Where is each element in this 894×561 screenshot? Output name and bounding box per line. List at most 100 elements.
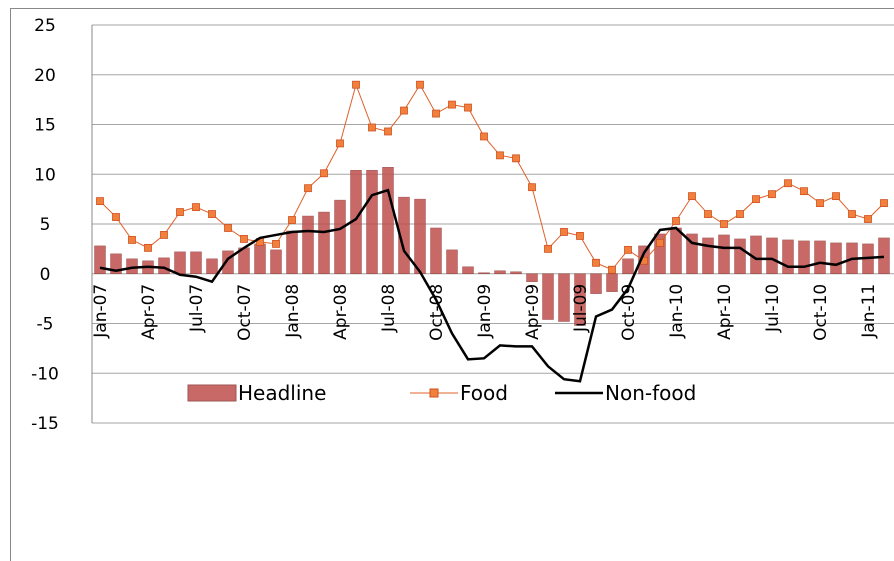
marker bbox=[880, 199, 888, 208]
marker bbox=[336, 139, 344, 148]
x-tick-label: Jan-11 bbox=[859, 284, 879, 339]
marker bbox=[304, 184, 312, 193]
bar bbox=[446, 249, 458, 274]
marker bbox=[352, 80, 360, 89]
bar bbox=[366, 170, 378, 275]
marker bbox=[144, 243, 152, 252]
legend-label: Non-food bbox=[605, 381, 696, 405]
marker bbox=[240, 235, 248, 243]
bar bbox=[654, 233, 666, 274]
bar bbox=[766, 237, 778, 274]
bar bbox=[382, 167, 394, 274]
marker bbox=[592, 258, 600, 267]
marker bbox=[736, 210, 744, 218]
marker bbox=[848, 210, 856, 218]
marker bbox=[192, 203, 200, 211]
marker bbox=[784, 179, 792, 188]
marker bbox=[864, 215, 872, 223]
marker bbox=[384, 127, 392, 136]
marker bbox=[480, 132, 488, 141]
marker bbox=[288, 216, 296, 224]
bar bbox=[622, 258, 634, 275]
bar bbox=[286, 230, 298, 274]
bar bbox=[526, 273, 538, 282]
bar bbox=[494, 270, 506, 275]
legend-swatch bbox=[187, 384, 237, 402]
marker bbox=[528, 183, 536, 192]
x-tick-label: Apr-09 bbox=[523, 284, 543, 340]
x-tick-label: Oct-07 bbox=[235, 284, 255, 341]
marker bbox=[608, 265, 616, 274]
line bbox=[99, 188, 885, 383]
bar bbox=[462, 266, 474, 275]
bar bbox=[814, 240, 826, 274]
bar bbox=[734, 238, 746, 275]
x-tick-label: Jul-08 bbox=[379, 284, 399, 333]
bar bbox=[590, 273, 602, 294]
marker bbox=[368, 123, 376, 132]
bar bbox=[302, 215, 314, 274]
x-tick-label: Jan-09 bbox=[475, 284, 495, 339]
bar bbox=[190, 251, 202, 274]
x-tick-label: Jan-10 bbox=[667, 284, 687, 339]
marker bbox=[576, 232, 584, 240]
legend-label: Food bbox=[460, 381, 508, 405]
bar bbox=[686, 233, 698, 274]
chart-frame bbox=[10, 8, 894, 561]
bar bbox=[558, 273, 570, 322]
y-tick-label: 0 bbox=[40, 265, 51, 285]
bar bbox=[782, 239, 794, 274]
bar bbox=[718, 234, 730, 275]
bar bbox=[206, 258, 218, 275]
marker bbox=[672, 217, 680, 225]
x-tick-label: Jul-10 bbox=[763, 284, 783, 333]
marker bbox=[96, 197, 104, 206]
marker bbox=[432, 109, 440, 118]
marker bbox=[752, 195, 760, 204]
marker bbox=[688, 192, 696, 201]
bar bbox=[798, 240, 810, 274]
marker bbox=[832, 192, 840, 201]
bar bbox=[414, 198, 426, 274]
marker bbox=[816, 199, 824, 208]
marker bbox=[208, 210, 216, 218]
bar bbox=[94, 245, 106, 274]
marker bbox=[544, 244, 552, 253]
marker bbox=[656, 239, 664, 247]
bar bbox=[574, 273, 586, 326]
marker bbox=[768, 190, 776, 199]
x-tick-label: Oct-10 bbox=[811, 284, 831, 341]
y-tick-label: 15 bbox=[34, 116, 56, 136]
marker bbox=[224, 224, 232, 232]
y-tick-label: 25 bbox=[34, 16, 56, 36]
x-tick-label: Jan-08 bbox=[283, 284, 303, 339]
marker bbox=[176, 208, 184, 216]
x-tick-label: Apr-08 bbox=[331, 284, 351, 340]
marker bbox=[448, 100, 456, 109]
marker bbox=[416, 80, 424, 89]
marker bbox=[800, 187, 808, 196]
y-tick-label: -15 bbox=[31, 414, 59, 434]
bar bbox=[830, 242, 842, 274]
bar bbox=[174, 251, 186, 274]
bar bbox=[110, 253, 122, 275]
marker bbox=[624, 245, 632, 254]
legend-marker bbox=[429, 388, 439, 398]
bar bbox=[670, 227, 682, 274]
y-tick-label: -10 bbox=[31, 364, 59, 384]
marker bbox=[560, 228, 568, 236]
marker bbox=[160, 231, 168, 239]
bar bbox=[510, 271, 522, 275]
bar bbox=[318, 211, 330, 274]
bar bbox=[542, 273, 554, 320]
y-tick-label: 20 bbox=[34, 66, 56, 86]
x-tick-label: Oct-08 bbox=[427, 284, 447, 341]
y-tick-label: 5 bbox=[40, 215, 51, 235]
marker bbox=[704, 210, 712, 218]
y-tick-label: 10 bbox=[34, 165, 56, 185]
bar bbox=[158, 257, 170, 274]
bar bbox=[478, 272, 490, 275]
x-tick-label: Oct-09 bbox=[619, 284, 639, 341]
marker bbox=[272, 239, 280, 248]
